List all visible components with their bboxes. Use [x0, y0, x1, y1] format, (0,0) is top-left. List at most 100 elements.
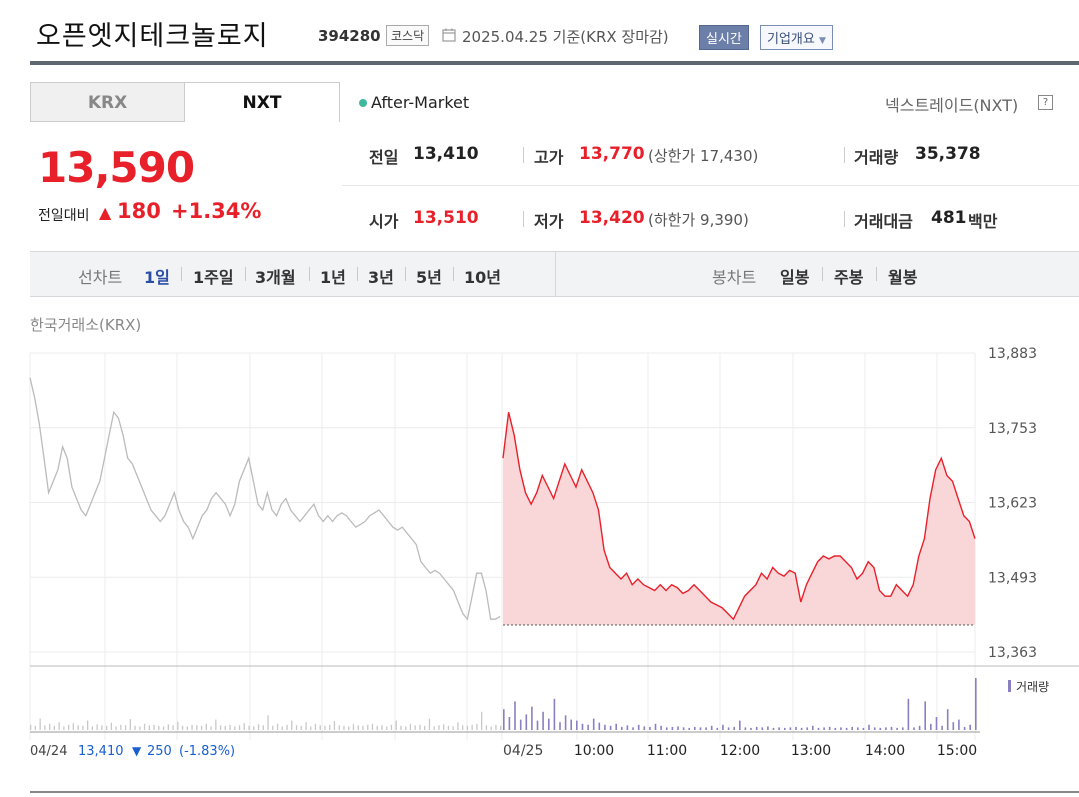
volume-bar — [329, 724, 331, 730]
volume-bar — [219, 725, 222, 730]
volume-bar — [367, 724, 369, 730]
volume-bar — [362, 725, 364, 730]
volume-bar — [632, 727, 634, 730]
volume-bar — [177, 721, 179, 730]
divider — [181, 267, 182, 281]
volume-bar — [110, 722, 112, 730]
market-badge: 코스닥 — [386, 25, 430, 46]
volume-bar — [253, 726, 255, 730]
period-1y[interactable]: 1년 — [320, 268, 346, 287]
volume-bar — [158, 725, 160, 730]
volume-bar — [963, 726, 966, 730]
period-3m[interactable]: 3개월 — [255, 268, 296, 287]
volume-bar — [941, 725, 943, 730]
volume-bar — [419, 724, 421, 730]
volume-bar — [789, 727, 792, 730]
help-icon[interactable]: ? — [1038, 95, 1053, 110]
volume-bar — [186, 726, 188, 730]
volume-bar — [30, 724, 32, 730]
volume-bar — [817, 727, 820, 730]
date-basis: 2025.04.25 기준(KRX 장마감) — [462, 28, 669, 46]
current-price: 13,590 — [38, 143, 195, 192]
volume-bar — [300, 725, 302, 730]
volume-bar — [548, 718, 550, 730]
volume-bar — [314, 723, 317, 730]
down-triangle-icon: ▼ — [132, 744, 142, 758]
volume-bar — [682, 727, 685, 730]
volume-bar — [200, 725, 203, 730]
volume-bar — [343, 725, 345, 730]
divider — [245, 267, 246, 281]
volume-bar — [812, 725, 814, 730]
tab-nxt[interactable]: NXT — [185, 82, 340, 122]
volume-bar — [276, 723, 279, 730]
lower-limit: (하한가 9,390) — [648, 211, 749, 229]
volume-bar — [840, 727, 842, 730]
volume-bar — [508, 717, 511, 730]
candle-weekly[interactable]: 주봉 — [834, 268, 864, 287]
session-label: After-Market — [371, 93, 470, 112]
volume-bar — [424, 725, 426, 730]
period-1w[interactable]: 1주일 — [193, 268, 234, 287]
volume-bar — [291, 720, 293, 730]
candle-daily[interactable]: 일봉 — [780, 268, 810, 287]
volume-bar — [181, 725, 184, 730]
chart-source: 한국거래소(KRX) — [30, 316, 142, 334]
corp-info-dropdown[interactable]: 기업개요 ▼ — [760, 25, 833, 50]
volume-bar — [87, 720, 89, 730]
y-tick-label: 13,363 — [988, 645, 1037, 661]
realtime-button[interactable]: 실시간 — [699, 25, 749, 50]
candle-monthly[interactable]: 월봉 — [888, 268, 918, 287]
volume-bar — [828, 726, 831, 730]
volume-bar — [907, 698, 910, 730]
line-chart-label: 선차트 — [78, 268, 123, 287]
calendar-icon — [442, 28, 456, 42]
volume-bar — [333, 721, 336, 730]
volume-bar — [677, 726, 679, 730]
volume-bar — [44, 725, 46, 730]
volume-bar — [58, 722, 60, 730]
period-1d[interactable]: 1일 — [144, 268, 170, 287]
volume-bar — [338, 725, 340, 730]
volume-bar — [262, 725, 264, 730]
volume-bar — [649, 726, 651, 730]
prev-date-label: 04/24 — [30, 744, 67, 759]
volume-bar — [310, 726, 312, 730]
volume-bar — [761, 727, 764, 730]
volume-bar — [172, 725, 174, 730]
volume-bar — [800, 727, 803, 730]
volume-bar — [862, 727, 865, 730]
volume-bar — [598, 722, 601, 730]
divider — [844, 147, 845, 163]
period-5y[interactable]: 5년 — [416, 268, 442, 287]
volume-bar — [34, 725, 36, 730]
volume-bar — [248, 725, 250, 730]
period-3y[interactable]: 3년 — [368, 268, 394, 287]
volume-bar — [390, 724, 393, 730]
volume-bar — [592, 718, 595, 730]
volume-bar — [564, 715, 567, 730]
x-tick-label: 15:00 — [937, 743, 977, 759]
volume-bar — [705, 727, 707, 730]
prev-close-summary: 13,410 — [78, 744, 124, 759]
volume-bar — [462, 725, 464, 730]
low-label: 저가 — [534, 212, 564, 231]
volume-bar — [196, 725, 198, 730]
nextrade-link[interactable]: 넥스트레이드(NXT) — [885, 96, 1019, 115]
period-10y[interactable]: 10년 — [464, 268, 501, 287]
volume-bar — [716, 727, 719, 730]
period-selector-bar — [30, 251, 1079, 297]
volume-bar — [234, 726, 236, 730]
volume-bar — [53, 725, 55, 730]
volume-bar — [272, 725, 274, 730]
stats-divider — [342, 185, 1079, 186]
volume-bar — [162, 726, 165, 730]
volume-bar — [371, 723, 374, 730]
tab-krx[interactable]: KRX — [30, 82, 185, 122]
volume-bar — [772, 727, 775, 730]
volume-bar — [134, 725, 136, 730]
volume-bar — [238, 725, 241, 730]
volume-bar — [868, 724, 870, 730]
volume-bar — [739, 720, 741, 730]
